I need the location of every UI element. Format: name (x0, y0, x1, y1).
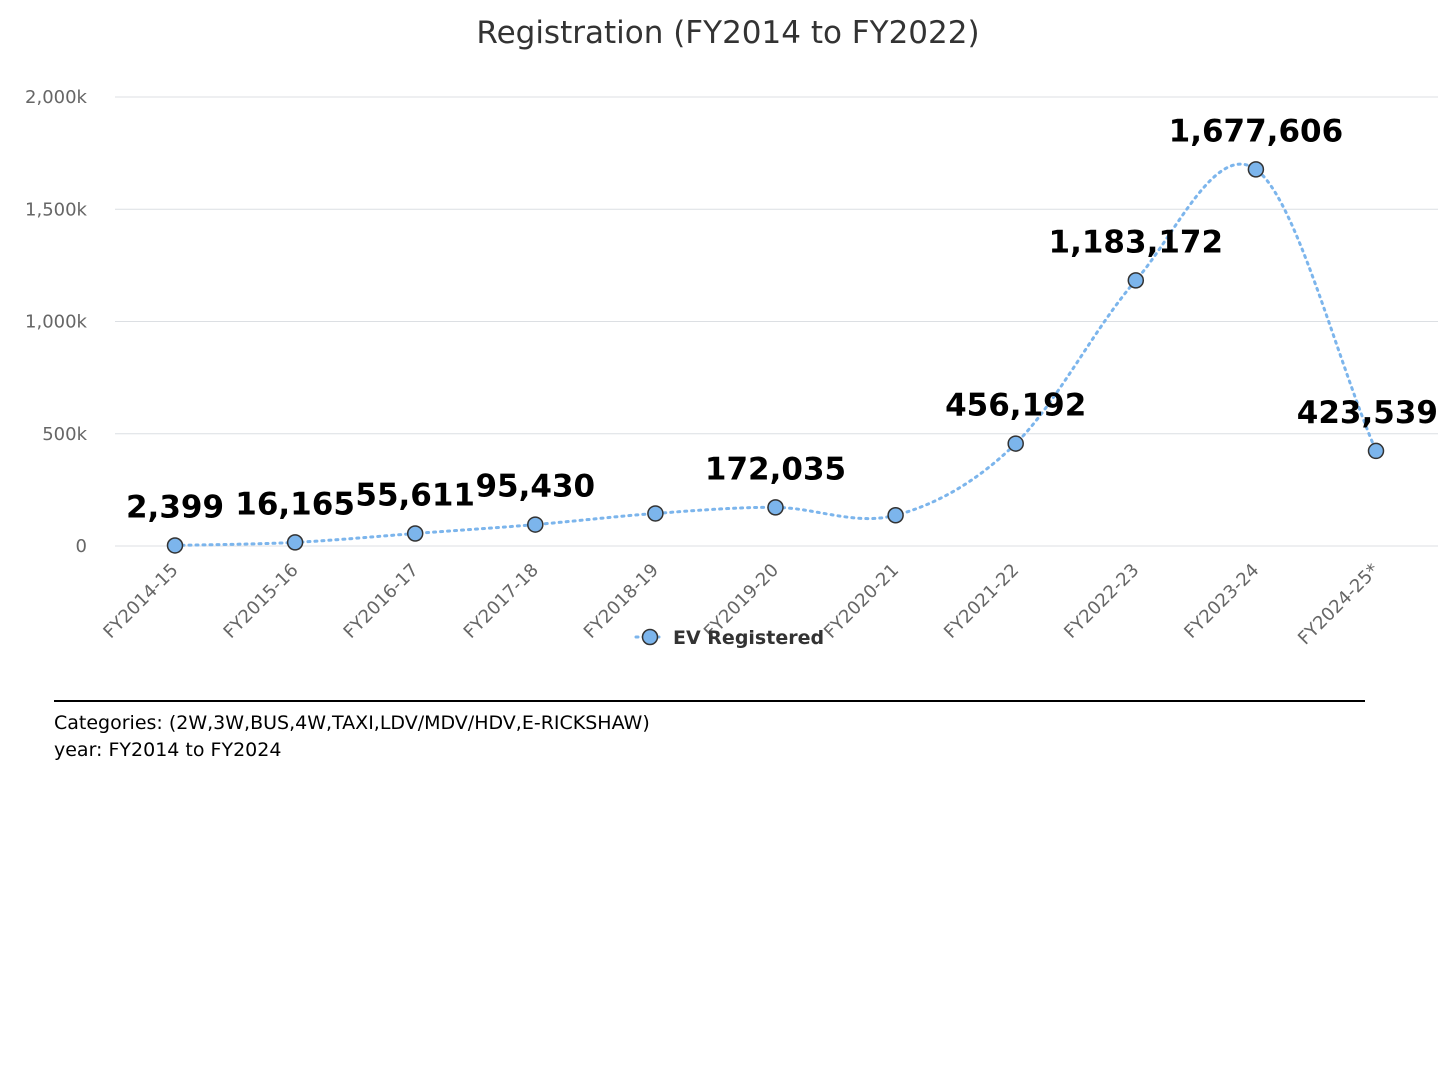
x-tick-label: FY2016-17 (340, 560, 423, 643)
categories-note: Categories: (2W,3W,BUS,4W,TAXI,LDV/MDV/H… (54, 712, 650, 734)
data-point-marker[interactable] (406, 525, 424, 542)
year-note: year: FY2014 to FY2024 (54, 739, 282, 761)
data-label: 95,430 (475, 469, 595, 505)
y-tick-label: 1,500k (25, 199, 88, 220)
data-point-marker[interactable] (527, 516, 544, 533)
data-point-marker[interactable] (1007, 435, 1024, 452)
x-tick-label: FY2015-16 (220, 560, 303, 643)
data-point-marker[interactable] (1127, 272, 1145, 289)
data-point-marker[interactable] (647, 505, 664, 522)
legend[interactable]: EV Registered (634, 627, 824, 649)
series-line-ev-registered (173, 162, 1378, 547)
x-tick-label: FY2024-25* (1294, 560, 1383, 649)
x-tick-label: FY2014-15 (99, 560, 182, 643)
data-point-marker[interactable] (166, 537, 184, 554)
data-label: 2,399 (126, 489, 224, 525)
legend-label-ev-registered: EV Registered (673, 627, 824, 649)
data-label: 1,183,172 (1049, 224, 1224, 260)
x-tick-label: FY2017-18 (460, 560, 543, 643)
x-tick-label: FY2023-24 (1180, 560, 1263, 643)
x-tick-label: FY2021-22 (940, 560, 1023, 643)
data-point-marker[interactable] (887, 506, 904, 524)
data-label: 456,192 (945, 388, 1086, 424)
legend-marker (641, 628, 659, 646)
chart-footer-notes: Categories: (2W,3W,BUS,4W,TAXI,LDV/MDV/H… (54, 700, 1365, 764)
data-point-marker[interactable] (767, 499, 784, 516)
x-tick-label: FY2022-23 (1060, 560, 1143, 643)
y-tick-label: 1,000k (25, 312, 88, 333)
y-tick-label: 500k (42, 424, 87, 445)
y-tick-label: 2,000k (25, 87, 88, 108)
data-label: 16,165 (235, 486, 355, 522)
data-label: 423,539 (1297, 395, 1438, 431)
y-tick-label: 0 (76, 536, 87, 557)
data-point-marker[interactable] (1247, 161, 1265, 178)
chart-title: Registration (FY2014 to FY2022) (476, 15, 979, 51)
x-tick-label: FY2020-21 (820, 560, 903, 643)
data-label: 1,677,606 (1169, 113, 1344, 149)
line-chart: Registration (FY2014 to FY2022) 0 500k 1,0… (25, 15, 1438, 649)
data-point-marker[interactable] (286, 534, 304, 551)
data-point-marker[interactable] (1367, 442, 1385, 460)
data-label: 55,611 (355, 478, 475, 514)
data-label: 172,035 (705, 451, 846, 487)
